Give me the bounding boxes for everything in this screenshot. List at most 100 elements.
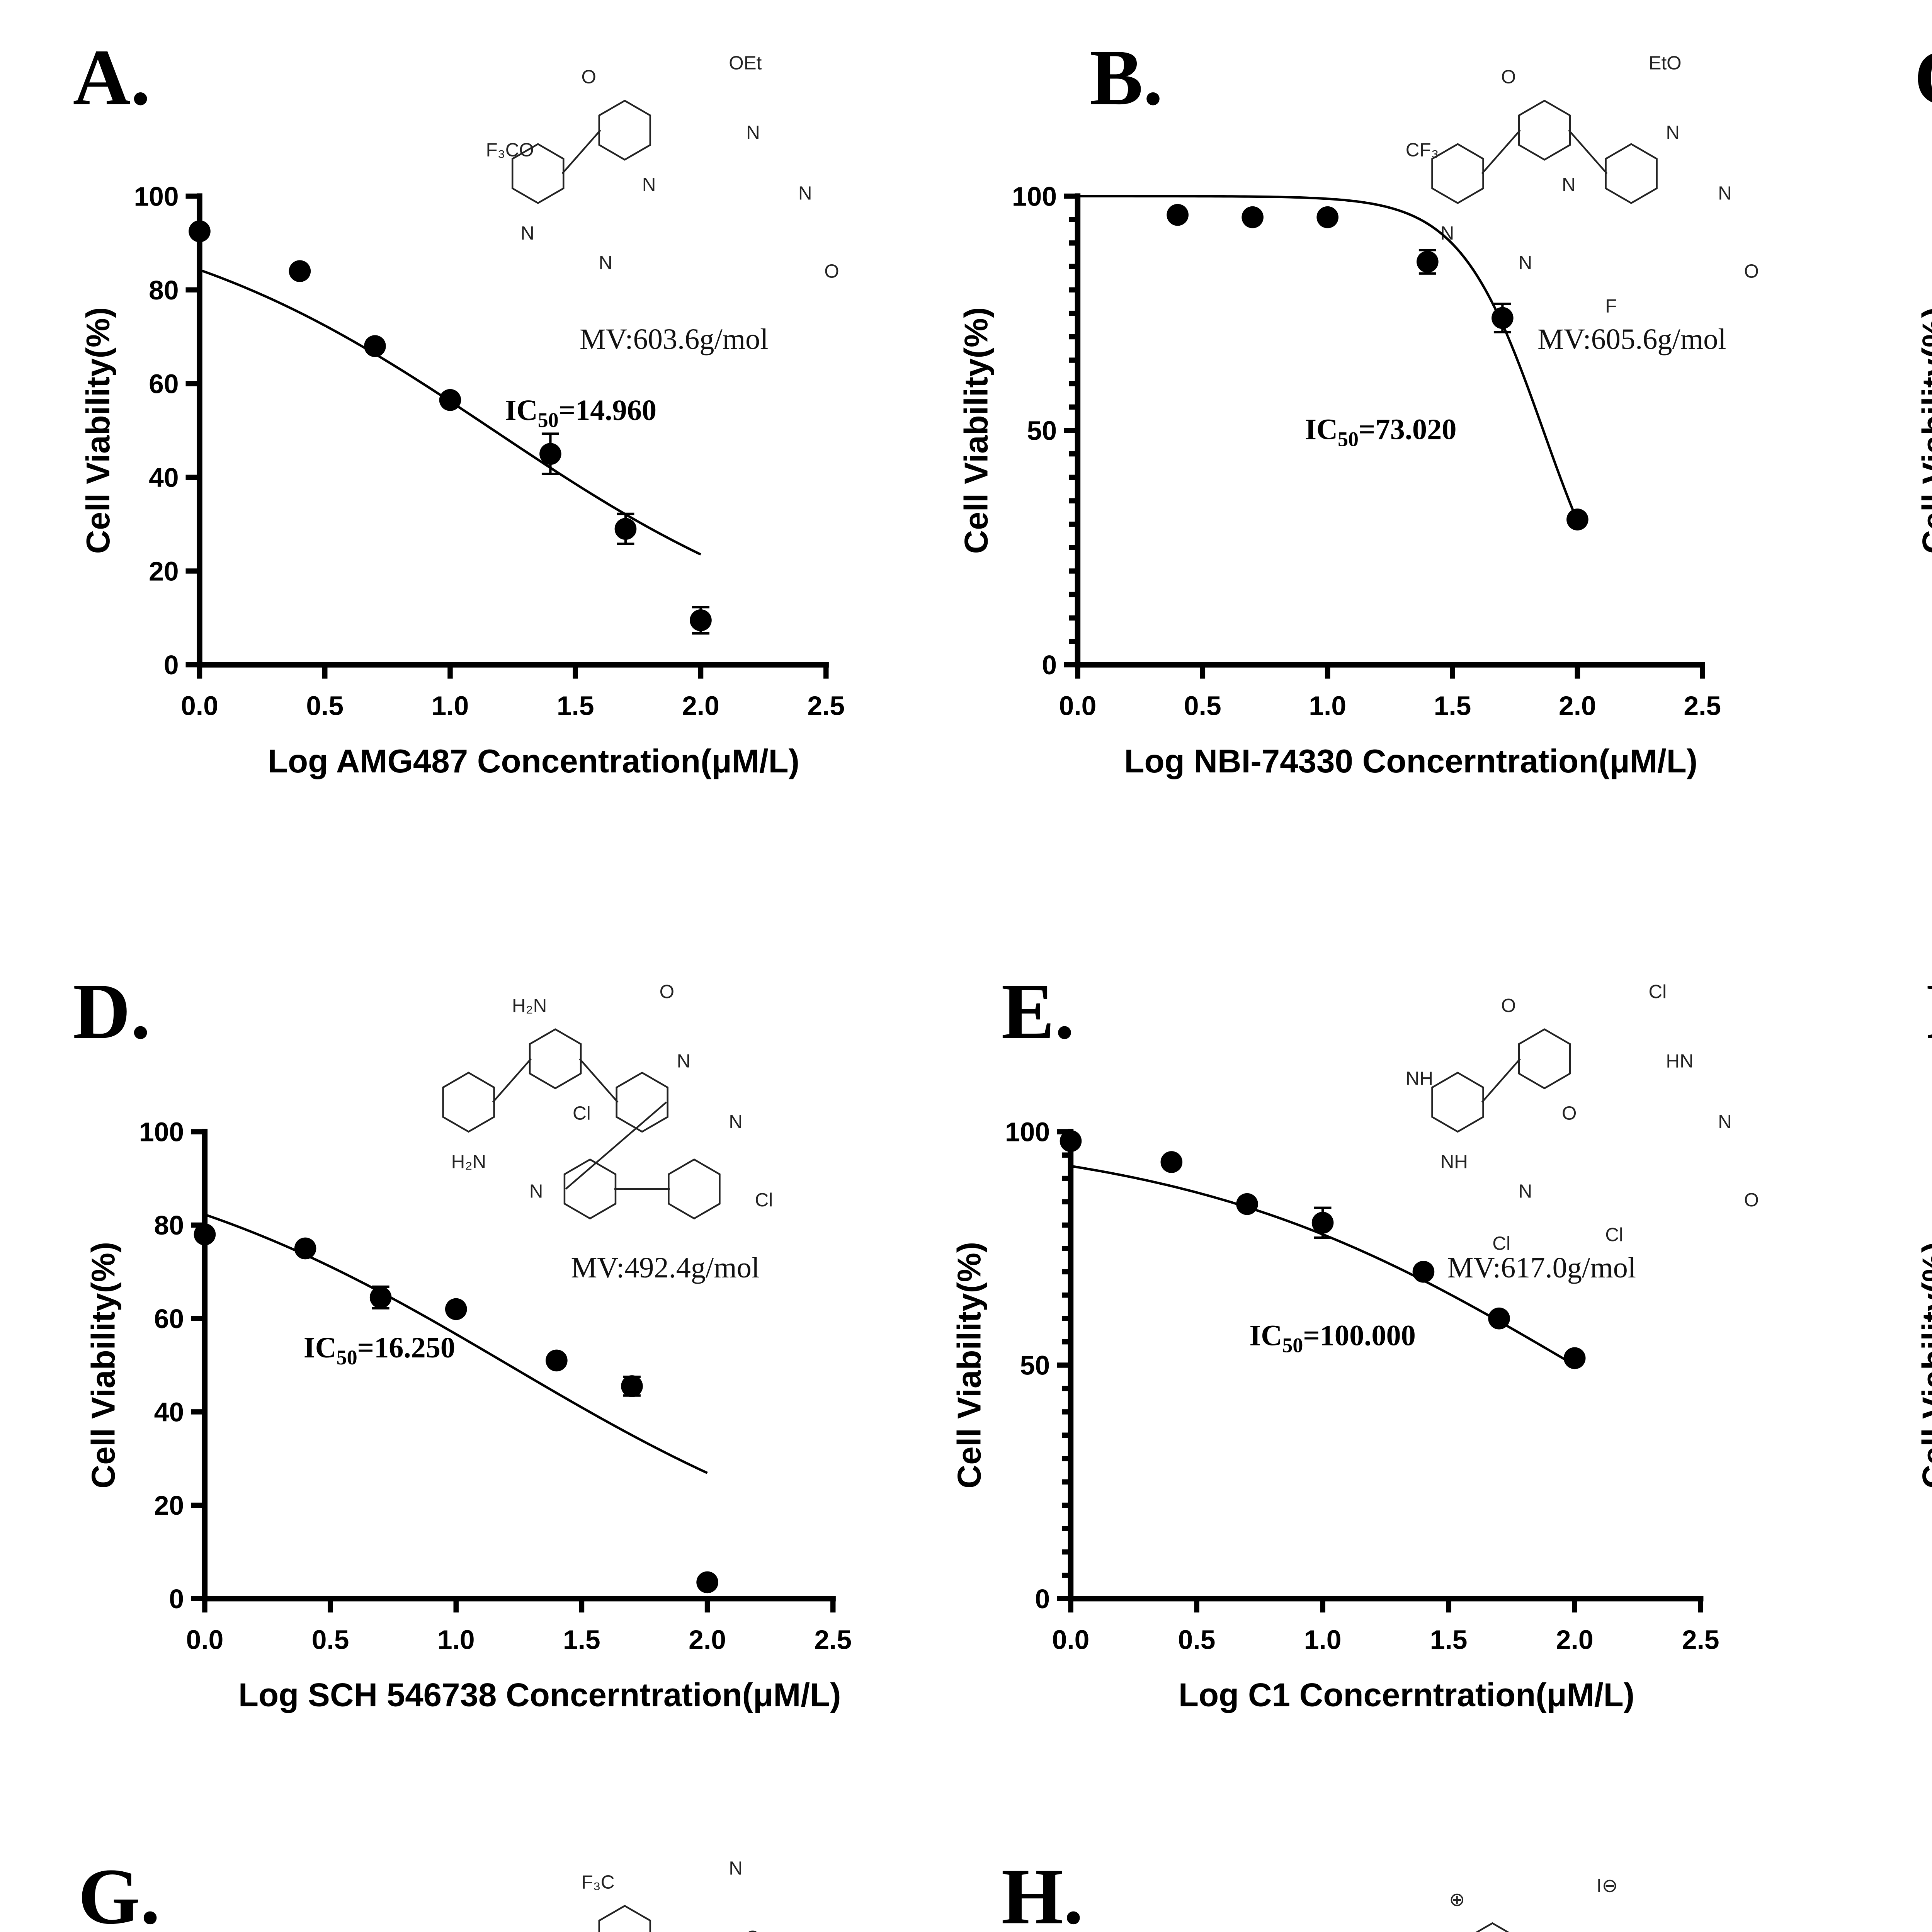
x-tick-label: 2.5 (807, 691, 845, 721)
x-tick-label: 2.5 (1684, 691, 1721, 721)
data-point (1160, 1151, 1183, 1173)
y-tick-label: 0 (1035, 1584, 1050, 1614)
molecule-atom-label: H₂N (512, 995, 547, 1016)
molecule-atom-label: N (1718, 1111, 1732, 1133)
molecule-atom-label: O (1501, 995, 1516, 1016)
data-point (696, 1571, 718, 1594)
bond (1568, 129, 1608, 174)
x-tick-label: 1.5 (1434, 691, 1471, 721)
bond (561, 129, 601, 174)
molecule-atom-label: Cl (573, 1102, 591, 1124)
y-tick-label: 100 (1005, 1117, 1050, 1147)
data-point (189, 220, 211, 242)
molecule-atom-label: N (729, 1111, 743, 1133)
x-tick-label: 1.0 (1309, 691, 1346, 721)
bond (1481, 1058, 1521, 1103)
ic50-prefix: IC (1250, 1319, 1282, 1352)
ring-bond (1518, 1028, 1571, 1090)
chart-panel-c: C.HNON⁺Cl⁻O0.00.51.01.52.02.502040608010… (1914, 33, 1932, 554)
molecule-atom-label: N (599, 252, 612, 273)
ic50-value: =14.960 (559, 394, 656, 427)
y-tick-label: 80 (154, 1210, 184, 1240)
x-tick-label: 1.5 (563, 1624, 600, 1655)
molecule-atom-label: OEt (729, 53, 762, 74)
molecule-atom-label: O (1744, 1189, 1759, 1211)
x-tick-label: 1.5 (1430, 1624, 1468, 1655)
chart-panel-d: D. O H₂N Cl H₂N N N N Cl 0.0 0.5 1.0 1.5 2.0 2.5 0 20 40 6… (73, 967, 852, 1713)
molecule-atom-label: N (1519, 252, 1532, 273)
molecule-atom-label: O (582, 66, 596, 88)
data-point (1417, 251, 1439, 273)
molecule-atom-label: F₃CO (486, 139, 534, 160)
y-tick-label: 80 (149, 275, 179, 305)
y-tick-label: 20 (149, 556, 179, 587)
molecule-structure: NF₃CNNSOOFO (582, 1857, 759, 1932)
data-point (1311, 1212, 1334, 1234)
x-tick-label: 2.0 (1559, 691, 1596, 721)
x-tick-label: 2.5 (814, 1624, 852, 1655)
chart-panel-e: E. Cl O O NH HN N N O NH Cl Cl 0.0 0.5 1.0 1.5 2.0 2.5 0 50… (951, 967, 1759, 1713)
y-axis-label: Cell Viability(%) (958, 307, 995, 554)
molecule-atom-label: Cl (755, 1189, 773, 1211)
y-tick-label: 20 (154, 1490, 184, 1520)
ring-bond (563, 1158, 617, 1220)
molecule-atom-label: I⊖ (1597, 1875, 1618, 1896)
molecule-atom-label: HN (1666, 1051, 1693, 1072)
x-tick-label: 2.5 (1682, 1624, 1719, 1655)
y-axis-label: Cell Viability(%) (951, 1242, 988, 1489)
data-point (439, 389, 461, 411)
molecule-atom-label: N (746, 122, 760, 143)
molecule-atom-label: NH (1440, 1151, 1468, 1172)
data-point (1236, 1193, 1258, 1215)
x-tick-label: 0.0 (181, 691, 218, 721)
ring-bond (616, 1071, 668, 1133)
chart-panel-f: F.NNH₂⁺N⁻BrOCl0.00.51.01.52.02.502040608… (1916, 967, 1932, 1489)
y-tick-label: 50 (1020, 1350, 1050, 1381)
molecule-atom-label: O (1744, 261, 1759, 282)
y-axis-label: Cell Viability(%) (1916, 1242, 1932, 1489)
molecule-structure: I⊖⊕NCl (1449, 1875, 1618, 1932)
data-point (1316, 206, 1338, 228)
chart-panel-g: G.NF₃CNNSOOFO0.00.51.01.52.02.5406080100… (78, 1852, 759, 1932)
molecule-atom-label: O (660, 981, 674, 1002)
molecule-atom-label: Cl (1649, 981, 1667, 1002)
chart-panel-i: I.CF₃ONFNNHH0.00.51.01.52.02.50204060801… (1904, 1852, 1932, 1932)
x-axis-label: Log AMG487 Concentration(μM/L) (268, 743, 799, 780)
data-point (1492, 307, 1514, 329)
data-point (1488, 1307, 1510, 1330)
molecule-atom-label: Cl (1605, 1224, 1623, 1245)
x-tick-label: 0.0 (1059, 691, 1097, 721)
molecule-structure: O H₂N Cl H₂N N N N Cl (442, 981, 773, 1220)
ring-bond (442, 1071, 495, 1133)
ring-bond (598, 99, 651, 161)
molecule-atom-label: CF₃ (1406, 139, 1439, 160)
ic50-prefix: IC (505, 394, 538, 427)
panel-letter: F. (1926, 967, 1932, 1055)
x-tick-label: 0.0 (186, 1624, 224, 1655)
x-tick-label: 1.0 (432, 691, 469, 721)
fit-curve (204, 1213, 708, 1474)
data-point (539, 443, 561, 465)
ic50-value: =73.020 (1359, 413, 1456, 446)
ring-bond (598, 1905, 651, 1932)
y-tick-label: 0 (1042, 650, 1057, 680)
ring-bond (1518, 99, 1571, 161)
x-tick-label: 0.5 (306, 691, 344, 721)
ic50-label: IC50=14.960 (505, 394, 656, 432)
molecule-atom-label: N (729, 1857, 743, 1879)
x-tick-label: 0.5 (312, 1624, 349, 1655)
data-point (1412, 1261, 1435, 1283)
molecule-atom-label: N (1718, 183, 1732, 204)
bond (492, 1058, 532, 1103)
molecular-weight-label: MV:617.0g/mol (1447, 1251, 1636, 1284)
y-tick-label: 0 (164, 650, 179, 680)
molecule-structure: Cl O O NH HN N N O NH Cl Cl (1406, 981, 1759, 1254)
panel-letter: D. (73, 967, 151, 1055)
chart-panel-a: A. OEt O N N N N N O F₃CO 0.0 0.5 1.0 1.5 2.0 2.5 0 20 40 6… (73, 33, 845, 780)
molecule-structure: OEt O N N N N N O F₃CO (486, 53, 839, 282)
y-axis-label: Cell Viability(%) (1916, 307, 1932, 554)
ring-bond (1475, 1922, 1510, 1932)
y-tick-label: 100 (134, 181, 179, 211)
y-tick-label: 60 (154, 1304, 184, 1334)
